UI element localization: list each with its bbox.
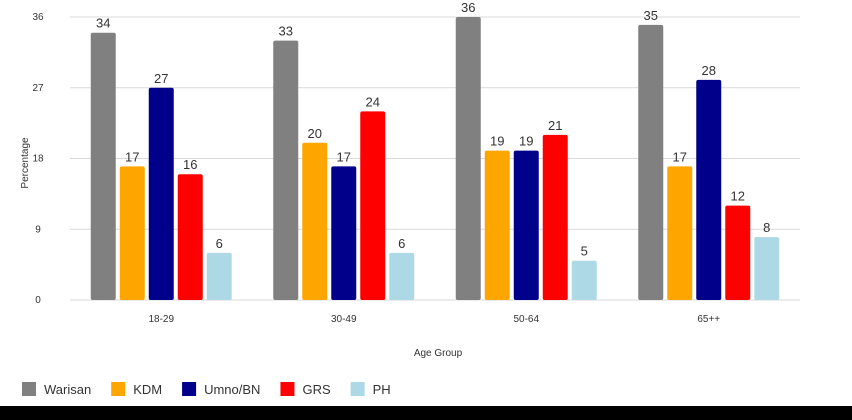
data-label: 17 [337,149,351,164]
data-label: 35 [644,8,658,23]
legend-swatch [22,382,36,396]
y-tick-label: 0 [35,295,41,306]
bar [302,142,328,300]
legend-label: GRS [302,382,331,397]
data-label: 28 [702,63,716,78]
bar-chart: 0 9 18 27 36 34 17 27 16 6 33 20 17 24 6 36 19 19 21 5 35 17… [20,0,800,397]
bar [513,150,539,300]
data-label: 12 [731,189,745,204]
bar [148,87,174,300]
legend-label: KDM [133,382,162,397]
legend-swatch [350,382,365,396]
bars [90,17,780,300]
bar [542,134,568,300]
x-tick-label: 50-64 [513,314,539,325]
bar [177,174,203,300]
data-label: 21 [548,118,562,133]
bar [360,111,386,300]
data-label: 6 [216,236,223,251]
bar [725,205,751,300]
data-label: 17 [125,149,139,164]
data-label: 17 [673,149,687,164]
x-axis-title: Age Group [414,348,463,359]
data-label: 19 [490,134,504,149]
x-axis-ticks: 18-29 30-49 50-64 65++ [148,314,720,325]
x-tick-label: 18-29 [148,314,174,325]
data-label: 24 [366,94,380,109]
bar [331,166,357,300]
y-tick-label: 36 [32,12,44,23]
data-label: 34 [96,16,110,31]
legend-label: PH [373,382,391,397]
data-label: 33 [279,24,293,39]
y-tick-label: 9 [35,224,41,235]
y-axis-ticks: 0 9 18 27 36 [32,12,44,306]
bar [638,24,664,300]
data-label: 20 [308,126,322,141]
data-label: 5 [581,244,588,259]
y-tick-label: 18 [32,154,44,165]
x-tick-label: 65++ [697,314,720,325]
data-label: 8 [763,220,770,235]
bar [571,260,597,300]
data-label: 19 [519,134,533,149]
bar [484,150,510,300]
legend-swatch [280,382,295,396]
bar [696,79,722,300]
bar [455,17,481,300]
x-tick-label: 30-49 [331,314,357,325]
data-label: 16 [183,157,197,172]
bottom-bar [0,406,852,420]
legend-label: Warisan [44,382,91,397]
bar [273,40,299,300]
data-label: 36 [461,0,475,15]
y-tick-label: 27 [32,83,44,94]
data-label: 27 [154,71,168,86]
bar [119,166,145,300]
bar [754,237,780,300]
bar [389,252,415,300]
bar [206,252,232,300]
legend-label: Umno/BN [204,382,260,397]
bar [90,32,116,300]
legend-swatch [111,382,126,396]
legend-swatch [182,382,197,396]
y-axis-title: Percentage [20,137,31,189]
bar [667,166,693,300]
data-label: 6 [398,236,405,251]
data-labels: 34 17 27 16 6 33 20 17 24 6 36 19 19 21 5 35 17 28 12 8 [96,0,770,259]
legend: Warisan KDM Umno/BN GRS PH [22,382,391,397]
